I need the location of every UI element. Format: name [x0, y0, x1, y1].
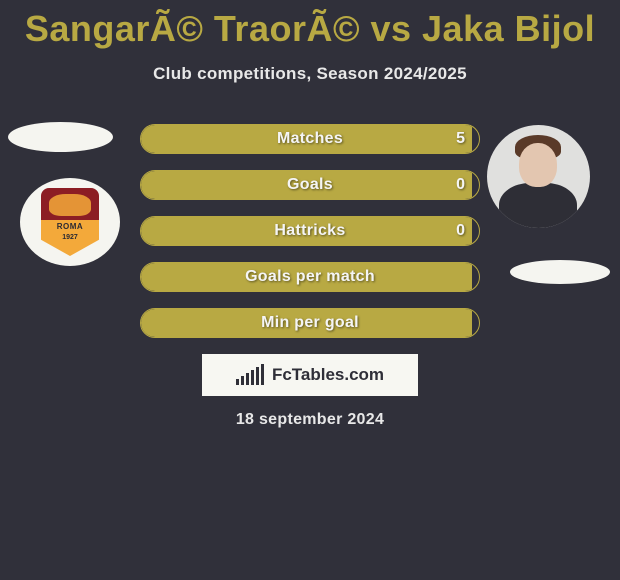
stat-row: Goals 0	[140, 170, 480, 200]
shield-icon: ROMA 1927	[41, 188, 99, 256]
stat-label: Goals per match	[141, 263, 479, 291]
crest-year: 1927	[41, 234, 99, 241]
stat-row: Goals per match	[140, 262, 480, 292]
date-label: 18 september 2024	[0, 411, 620, 429]
stat-row: Min per goal	[140, 308, 480, 338]
stat-row: Matches 5	[140, 124, 480, 154]
stats-block: Matches 5 Goals 0 Hattricks 0 Goals per …	[140, 124, 480, 354]
left-placeholder-ellipse	[8, 122, 113, 152]
branding-box: FcTables.com	[202, 354, 418, 396]
bars-icon	[236, 365, 266, 385]
stat-value-right: 5	[456, 125, 465, 153]
comparison-subtitle: Club competitions, Season 2024/2025	[0, 64, 620, 84]
left-team-crest: ROMA 1927	[20, 178, 120, 266]
stat-label: Goals	[141, 171, 479, 199]
stat-value-right: 0	[456, 217, 465, 245]
stat-label: Hattricks	[141, 217, 479, 245]
right-player-avatar	[487, 125, 590, 228]
right-placeholder-ellipse	[510, 260, 610, 284]
stat-label: Min per goal	[141, 309, 479, 337]
stat-label: Matches	[141, 125, 479, 153]
stat-row: Hattricks 0	[140, 216, 480, 246]
comparison-title: SangarÃ© TraorÃ© vs Jaka Bijol	[0, 0, 620, 50]
brand-text: FcTables.com	[272, 365, 384, 385]
crest-text: ROMA	[41, 222, 99, 231]
stat-value-right: 0	[456, 171, 465, 199]
